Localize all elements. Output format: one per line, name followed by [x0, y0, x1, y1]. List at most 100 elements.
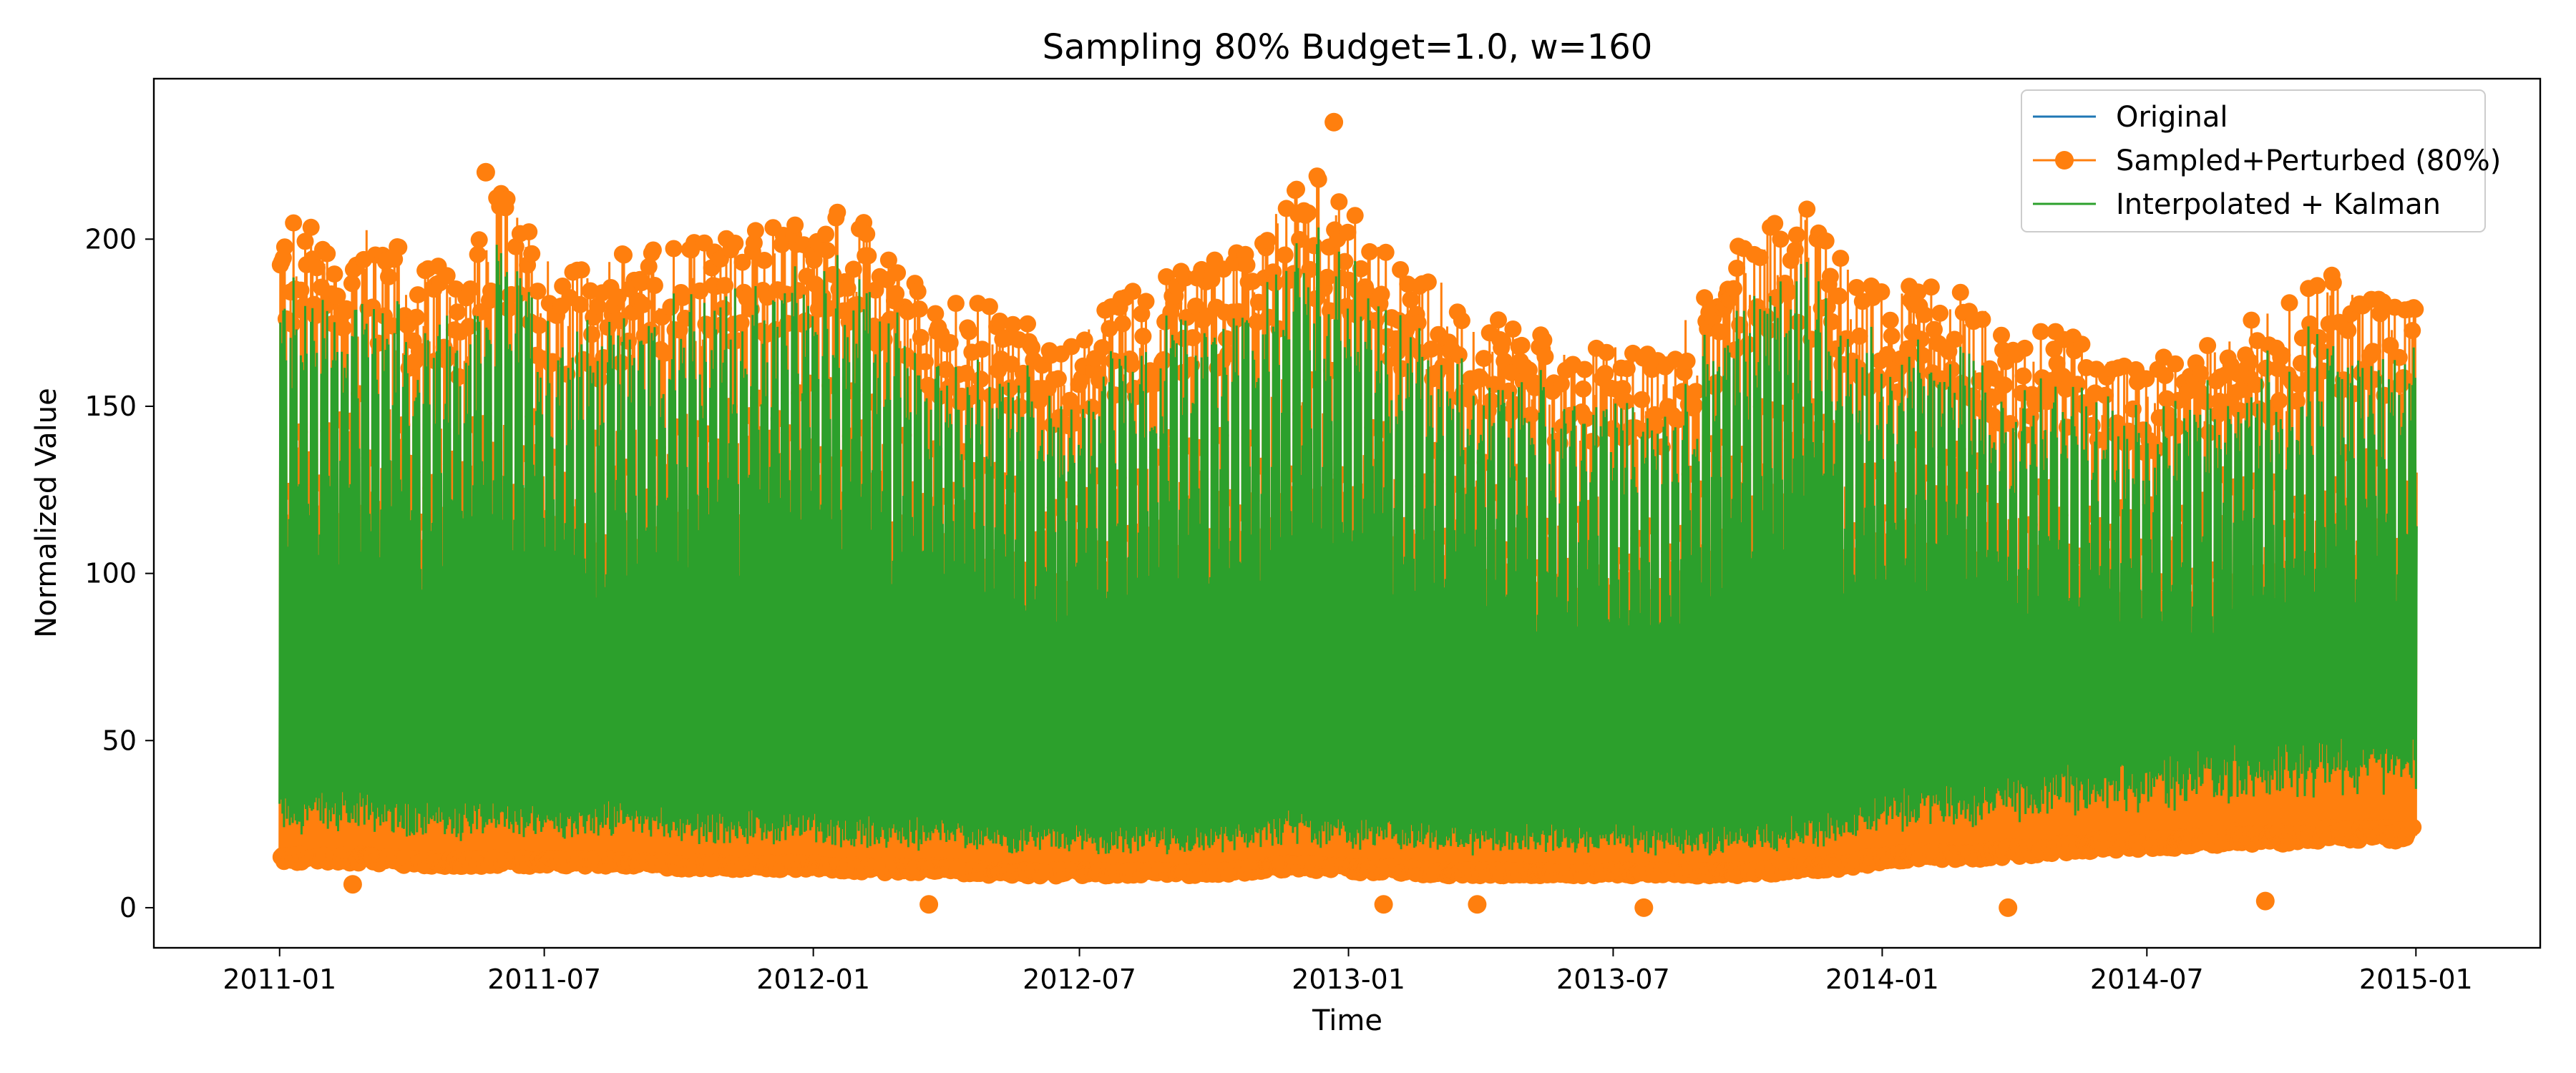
sampled-point [640, 258, 658, 275]
sampled-point [1339, 223, 1357, 241]
sampled-point [1838, 330, 1855, 348]
sampled-point [805, 251, 823, 269]
sampled-point [499, 300, 517, 318]
sampled-point [343, 275, 361, 293]
sampled-point [1513, 336, 1531, 354]
sampled-point [1787, 226, 1805, 244]
sampled-point [1450, 346, 1468, 364]
legend-label-sampled: Sampled+Perturbed (80%) [2116, 144, 2501, 177]
sampled-point [1789, 313, 1807, 331]
sampled-point [789, 282, 807, 300]
sampled-point [1913, 346, 1931, 364]
sampled-point [733, 253, 751, 271]
sampled-point [2014, 367, 2032, 385]
x-tick-label-3: 2012-07 [1023, 964, 1136, 995]
sampled-point [844, 260, 862, 278]
sampled-point [1953, 374, 1971, 392]
x-tick-label-7: 2014-07 [2090, 964, 2204, 995]
chart-title: Sampling 80% Budget=1.0, w=160 [1043, 27, 1653, 67]
sampled-point [1821, 268, 1839, 285]
y-tick-label-3: 150 [84, 391, 137, 422]
sampled-point [1830, 287, 1848, 305]
sampled-point [283, 315, 301, 333]
sampled-point [1187, 298, 1204, 315]
sampled-outlier-point-3 [1634, 898, 1654, 917]
sampled-point [1614, 380, 1631, 398]
sampled-point [520, 223, 538, 241]
sampled-point [1596, 365, 1614, 383]
sampled-point [1728, 260, 1746, 277]
sampled-point [1985, 388, 2003, 406]
sampled-point [714, 300, 732, 318]
sampled-point [1392, 261, 1410, 278]
sampled-point [318, 245, 336, 263]
sampled-point [2156, 367, 2174, 385]
sampled-point [910, 300, 928, 318]
y-tick-label-2: 100 [84, 558, 137, 589]
legend-entry-sampled: Sampled+Perturbed (80%) [2033, 144, 2501, 177]
sampled-point [909, 283, 927, 300]
sampled-point [1284, 265, 1302, 283]
x-tick-label-1: 2011-07 [487, 964, 601, 995]
sampled-point [1137, 293, 1155, 310]
sampled-point [2048, 355, 2066, 373]
sampled-point [1504, 320, 1522, 338]
sampled-point [1522, 406, 1539, 424]
x-axis: 2011-01 2011-07 2012-01 2012-07 2013-01 2013-… [223, 948, 2473, 995]
sampled-point [2191, 364, 2209, 382]
sampled-point [482, 282, 499, 300]
y-tick-label-1: 50 [102, 725, 137, 756]
sampled-point [858, 225, 876, 243]
sampled-point [364, 298, 381, 316]
sampled-point [449, 303, 466, 321]
sampled-point [460, 318, 478, 335]
sampled-point [1678, 352, 1696, 370]
sampled-point [2381, 337, 2399, 355]
sampled-point [2404, 322, 2421, 340]
sampled-point [1766, 215, 1784, 232]
sampled-point [796, 312, 814, 330]
legend-entry-original: Original [2033, 101, 2228, 134]
sampled-point [1266, 274, 1284, 292]
sampled-point [2137, 370, 2155, 388]
sampled-point [716, 277, 733, 295]
sampled-point [1123, 356, 1141, 373]
sampled-point [439, 346, 457, 363]
sampled-point [1377, 243, 1395, 261]
sampled-point [982, 387, 1000, 405]
sampled-point [1832, 250, 1850, 268]
sampled-outlier-point-7 [1324, 112, 1344, 132]
sampled-point [1583, 433, 1601, 451]
sampled-point [656, 344, 674, 362]
sampled-point [1229, 303, 1247, 320]
sampled-point [1727, 341, 1745, 359]
sampled-point [1786, 241, 1804, 259]
sampled-point [829, 203, 847, 221]
sampled-point [1367, 312, 1385, 330]
sampled-point [1093, 339, 1111, 357]
sampled-point [1083, 398, 1101, 416]
sampled-point [1669, 411, 1687, 428]
sampled-point [2324, 274, 2342, 292]
sampled-point [1124, 283, 1142, 300]
sampled-point [507, 237, 525, 255]
sampled-point [2069, 376, 2087, 393]
sampled-point [2394, 369, 2412, 386]
sampled-point [1482, 392, 1500, 410]
legend-frame [2021, 89, 2486, 232]
sampled-point [1931, 304, 1949, 322]
y-tick-label-4: 200 [84, 223, 137, 255]
sampled-point [1598, 343, 1616, 361]
sampled-point [1299, 204, 1317, 222]
sampled-point [1883, 327, 1901, 345]
sampled-point [867, 281, 884, 299]
sampled-point [2243, 311, 2260, 329]
sampled-point [571, 295, 589, 313]
plot-frame [152, 77, 2542, 949]
sampled-point [1926, 320, 1943, 338]
sampled-point [302, 218, 320, 236]
sampled-point [927, 305, 945, 323]
sampled-point [2280, 294, 2298, 312]
sampled-point [1490, 311, 1507, 329]
